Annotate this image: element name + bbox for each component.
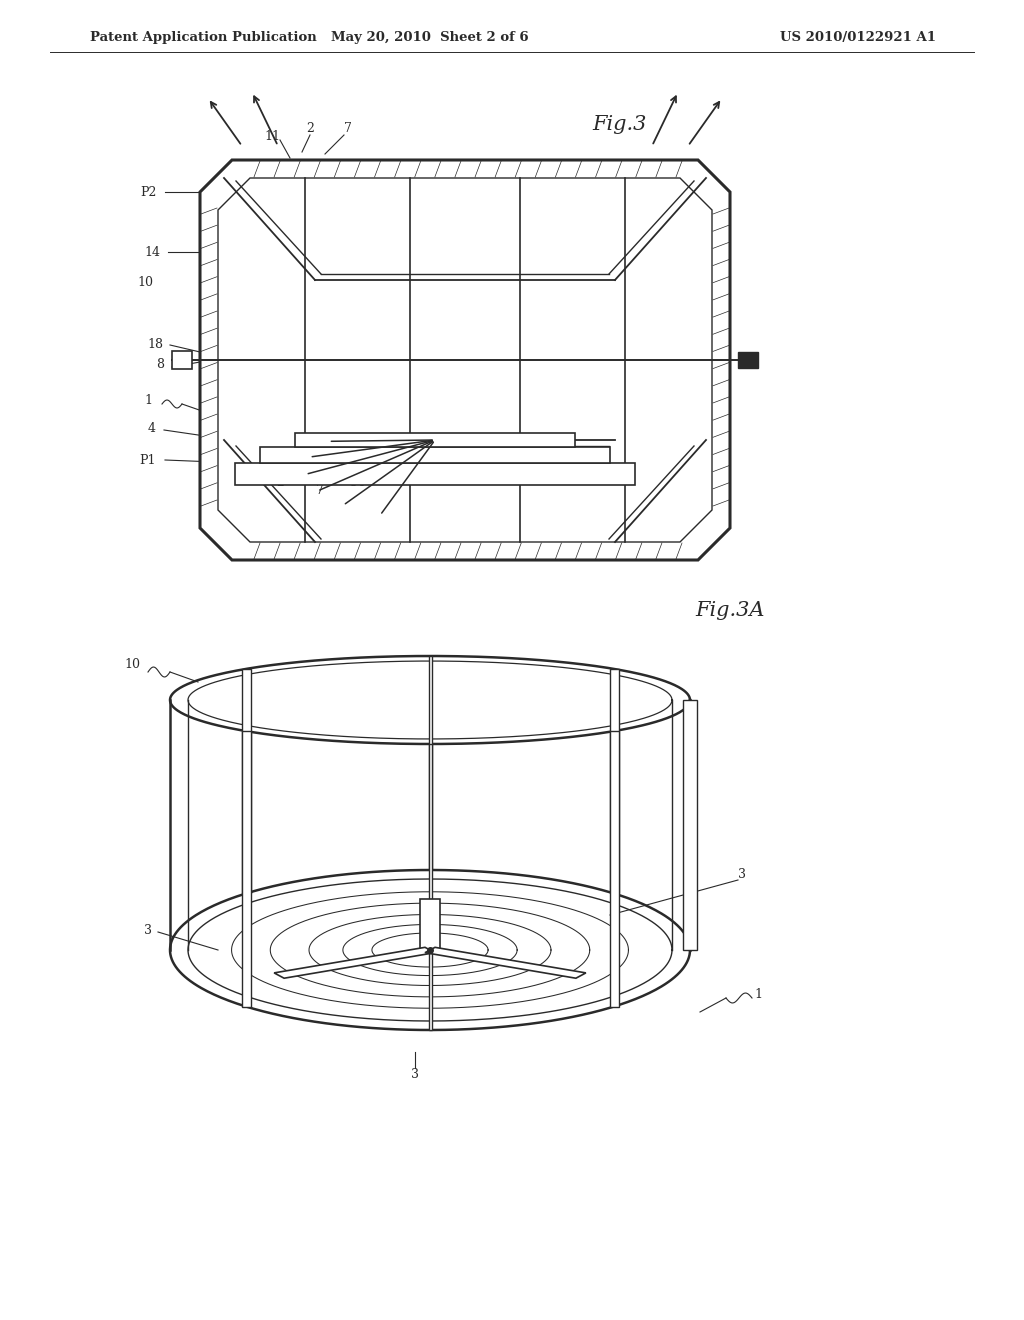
Text: Fig.3: Fig.3: [593, 116, 647, 135]
Text: 2: 2: [276, 475, 284, 488]
Text: 3: 3: [738, 869, 746, 882]
Text: 3: 3: [144, 924, 152, 936]
Text: US 2010/0122921 A1: US 2010/0122921 A1: [780, 30, 936, 44]
FancyBboxPatch shape: [242, 669, 251, 894]
Text: 3: 3: [411, 1068, 419, 1081]
Text: 10: 10: [137, 276, 153, 289]
Text: 4: 4: [148, 421, 156, 434]
Polygon shape: [200, 160, 730, 560]
Text: 30: 30: [407, 455, 423, 469]
FancyBboxPatch shape: [172, 351, 193, 370]
Text: P2: P2: [140, 186, 157, 198]
Text: 11: 11: [264, 131, 280, 144]
Text: Patent Application Publication: Patent Application Publication: [90, 30, 316, 44]
FancyBboxPatch shape: [683, 700, 697, 950]
FancyBboxPatch shape: [234, 463, 635, 484]
Text: 50: 50: [350, 475, 366, 488]
Polygon shape: [425, 948, 586, 978]
Text: 2: 2: [306, 121, 314, 135]
Text: 7: 7: [344, 121, 352, 135]
Text: 14: 14: [144, 246, 160, 259]
FancyBboxPatch shape: [429, 744, 432, 1030]
FancyBboxPatch shape: [260, 447, 610, 463]
Text: Fig.3A: Fig.3A: [695, 601, 765, 619]
Text: 40: 40: [447, 469, 463, 482]
FancyBboxPatch shape: [738, 352, 758, 368]
FancyBboxPatch shape: [610, 669, 618, 894]
Text: 10: 10: [124, 659, 140, 672]
FancyBboxPatch shape: [295, 433, 575, 447]
Text: 7: 7: [316, 483, 324, 496]
Polygon shape: [420, 899, 440, 950]
FancyBboxPatch shape: [242, 731, 251, 1007]
FancyBboxPatch shape: [429, 656, 432, 870]
Text: May 20, 2010  Sheet 2 of 6: May 20, 2010 Sheet 2 of 6: [331, 30, 528, 44]
Text: P1: P1: [139, 454, 157, 466]
Polygon shape: [274, 948, 435, 978]
FancyBboxPatch shape: [610, 731, 618, 1007]
Text: 18: 18: [147, 338, 163, 351]
Text: 8: 8: [156, 359, 164, 371]
Text: 1: 1: [144, 393, 152, 407]
Text: 1: 1: [754, 989, 762, 1002]
